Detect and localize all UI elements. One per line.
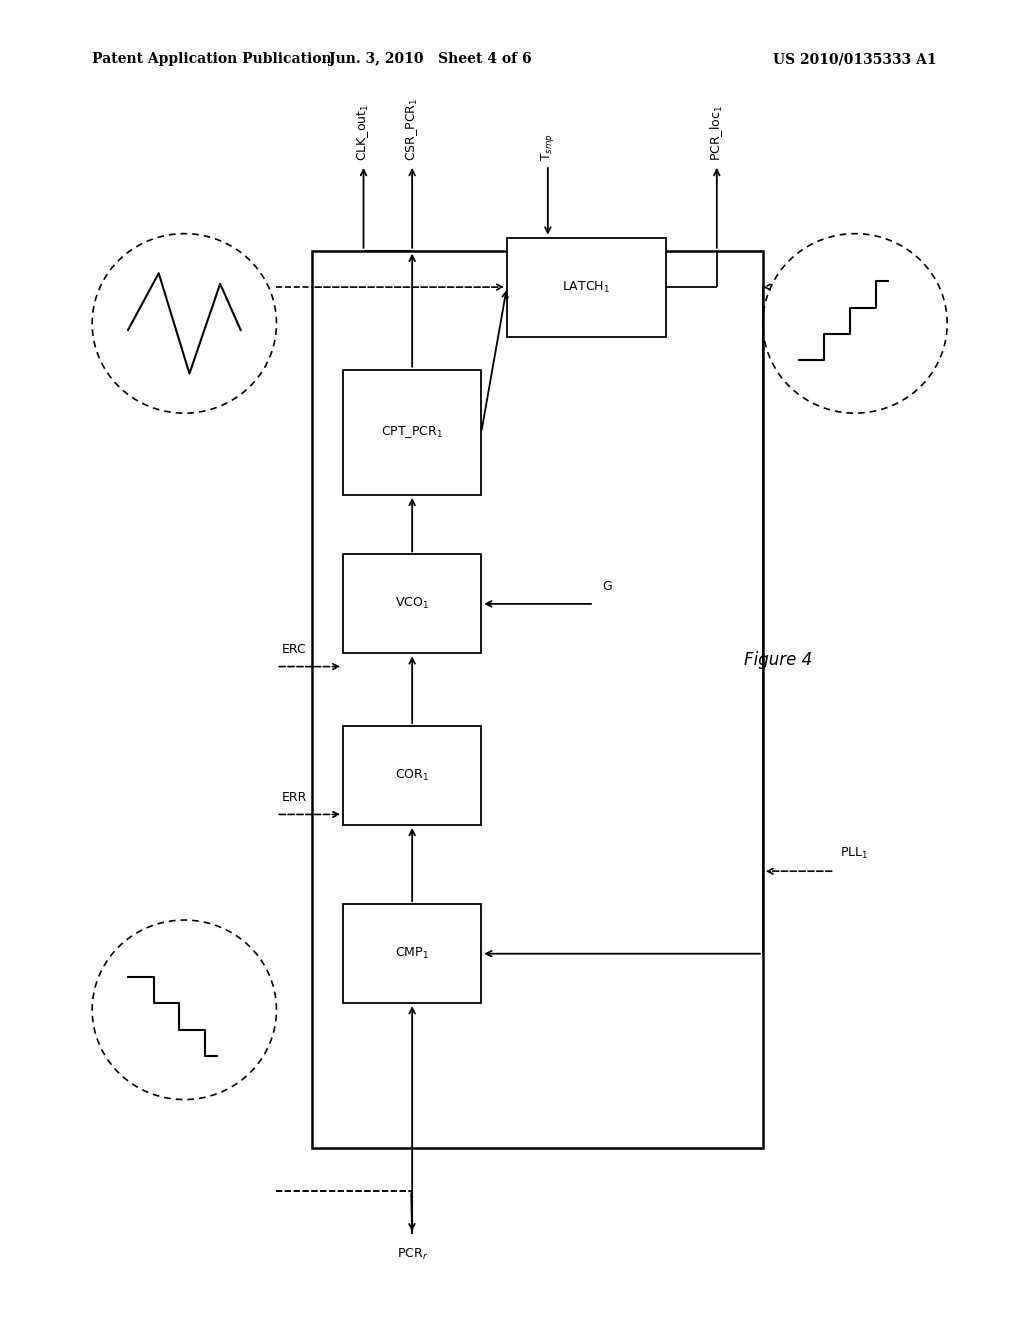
Bar bbox=[343, 370, 481, 495]
Bar bbox=[507, 238, 666, 337]
Bar bbox=[343, 904, 481, 1003]
Text: T$_{smp}$: T$_{smp}$ bbox=[540, 133, 556, 161]
Text: PCR_loc$_1$: PCR_loc$_1$ bbox=[709, 106, 725, 161]
Text: Patent Application Publication: Patent Application Publication bbox=[92, 53, 332, 66]
Text: ERC: ERC bbox=[282, 643, 306, 656]
Text: ERR: ERR bbox=[282, 791, 307, 804]
Text: G: G bbox=[602, 581, 612, 594]
Text: LATCH$_1$: LATCH$_1$ bbox=[562, 280, 610, 294]
Text: CPT_PCR$_1$: CPT_PCR$_1$ bbox=[381, 424, 443, 441]
Text: PLL$_1$: PLL$_1$ bbox=[840, 846, 868, 861]
Text: CMP$_1$: CMP$_1$ bbox=[395, 946, 429, 961]
Text: Jun. 3, 2010   Sheet 4 of 6: Jun. 3, 2010 Sheet 4 of 6 bbox=[329, 53, 531, 66]
Text: CSR_PCR$_1$: CSR_PCR$_1$ bbox=[404, 98, 420, 161]
Text: COR$_1$: COR$_1$ bbox=[395, 768, 429, 783]
Text: US 2010/0135333 A1: US 2010/0135333 A1 bbox=[773, 53, 937, 66]
Text: PCR$_r$: PCR$_r$ bbox=[396, 1247, 428, 1262]
Text: VCO$_1$: VCO$_1$ bbox=[395, 597, 429, 611]
Text: CLK_out$_1$: CLK_out$_1$ bbox=[355, 103, 372, 161]
Text: Figure 4: Figure 4 bbox=[744, 651, 812, 669]
Bar bbox=[312, 251, 763, 1148]
Bar bbox=[343, 554, 481, 653]
Bar bbox=[343, 726, 481, 825]
